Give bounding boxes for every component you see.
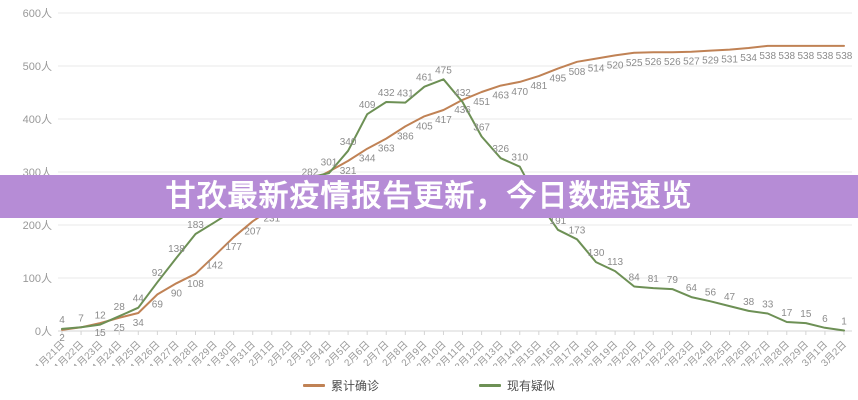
svg-text:200人: 200人 bbox=[23, 219, 52, 232]
svg-text:17: 17 bbox=[781, 308, 793, 319]
svg-text:520: 520 bbox=[607, 60, 624, 71]
svg-text:529: 529 bbox=[702, 56, 719, 67]
svg-text:15: 15 bbox=[95, 328, 107, 339]
svg-text:538: 538 bbox=[798, 51, 815, 62]
current-suspected-line bbox=[61, 78, 845, 332]
svg-text:531: 531 bbox=[721, 55, 738, 66]
svg-text:538: 538 bbox=[817, 51, 834, 62]
svg-text:508: 508 bbox=[569, 67, 586, 78]
svg-text:69: 69 bbox=[152, 299, 164, 310]
svg-text:56: 56 bbox=[705, 287, 717, 298]
svg-text:461: 461 bbox=[416, 73, 433, 84]
svg-text:81: 81 bbox=[648, 274, 660, 285]
svg-text:538: 538 bbox=[836, 51, 853, 62]
chart-legend: 累计确诊 现有疑似 bbox=[0, 377, 858, 394]
svg-text:33: 33 bbox=[762, 300, 774, 311]
svg-text:2: 2 bbox=[59, 333, 65, 344]
cumulative-confirmed-line bbox=[61, 44, 845, 331]
svg-text:432: 432 bbox=[454, 88, 471, 99]
svg-text:600人: 600人 bbox=[23, 7, 52, 20]
svg-text:231: 231 bbox=[263, 214, 280, 225]
svg-text:340: 340 bbox=[340, 137, 357, 148]
svg-text:92: 92 bbox=[152, 268, 164, 279]
svg-text:6: 6 bbox=[822, 314, 828, 325]
svg-text:363: 363 bbox=[378, 144, 395, 155]
svg-text:177: 177 bbox=[225, 242, 242, 253]
svg-text:79: 79 bbox=[667, 275, 679, 286]
svg-text:436: 436 bbox=[454, 105, 471, 116]
svg-text:538: 538 bbox=[759, 51, 776, 62]
svg-text:400人: 400人 bbox=[23, 113, 52, 126]
svg-text:405: 405 bbox=[416, 121, 433, 132]
svg-text:470: 470 bbox=[511, 87, 528, 98]
svg-text:100人: 100人 bbox=[23, 272, 52, 285]
headline-title: 甘孜最新疫情报告更新，今日数据速览 bbox=[165, 179, 693, 213]
svg-text:173: 173 bbox=[569, 225, 586, 236]
svg-text:495: 495 bbox=[550, 74, 567, 85]
svg-text:113: 113 bbox=[607, 257, 623, 268]
svg-text:301: 301 bbox=[321, 157, 338, 168]
svg-text:207: 207 bbox=[244, 226, 261, 237]
svg-text:1: 1 bbox=[841, 316, 847, 327]
svg-text:12: 12 bbox=[95, 311, 107, 322]
legend-swatch-cumulative bbox=[302, 384, 325, 387]
headline-banner: 甘孜最新疫情报告更新，今日数据速览 bbox=[0, 175, 858, 218]
svg-text:142: 142 bbox=[206, 261, 223, 272]
svg-text:191: 191 bbox=[550, 216, 567, 227]
svg-text:138: 138 bbox=[168, 244, 185, 255]
svg-text:7: 7 bbox=[78, 313, 84, 324]
svg-text:0人: 0人 bbox=[35, 325, 52, 338]
svg-text:500人: 500人 bbox=[23, 60, 52, 73]
legend-label-suspected: 现有疑似 bbox=[507, 379, 556, 393]
svg-text:417: 417 bbox=[435, 115, 452, 126]
series-lines bbox=[61, 44, 845, 332]
svg-text:15: 15 bbox=[800, 309, 812, 320]
svg-text:534: 534 bbox=[740, 53, 757, 64]
svg-text:310: 310 bbox=[511, 153, 528, 164]
svg-text:34: 34 bbox=[133, 318, 145, 329]
svg-text:526: 526 bbox=[664, 57, 681, 68]
svg-text:64: 64 bbox=[686, 283, 698, 294]
grid-lines bbox=[58, 12, 852, 332]
svg-text:90: 90 bbox=[171, 288, 183, 299]
svg-text:28: 28 bbox=[114, 302, 126, 313]
svg-text:538: 538 bbox=[778, 51, 795, 62]
svg-text:432: 432 bbox=[378, 88, 395, 99]
svg-text:344: 344 bbox=[359, 154, 376, 165]
svg-text:481: 481 bbox=[530, 81, 547, 92]
legend-swatch-suspected bbox=[479, 384, 501, 387]
svg-text:451: 451 bbox=[473, 97, 490, 108]
svg-text:38: 38 bbox=[743, 297, 755, 308]
svg-text:4: 4 bbox=[59, 315, 65, 326]
svg-text:431: 431 bbox=[397, 89, 414, 100]
svg-text:108: 108 bbox=[187, 279, 204, 290]
svg-text:326: 326 bbox=[492, 144, 509, 155]
svg-text:514: 514 bbox=[588, 64, 605, 75]
legend-label-cumulative: 累计确诊 bbox=[330, 379, 379, 393]
svg-text:321: 321 bbox=[340, 166, 357, 177]
legend-item-current-suspected[interactable]: 现有疑似 bbox=[479, 377, 555, 394]
svg-text:367: 367 bbox=[473, 122, 490, 133]
svg-text:130: 130 bbox=[588, 248, 605, 259]
svg-text:525: 525 bbox=[626, 58, 643, 69]
svg-text:25: 25 bbox=[114, 323, 126, 334]
svg-text:84: 84 bbox=[629, 272, 641, 283]
svg-text:526: 526 bbox=[645, 57, 662, 68]
svg-text:409: 409 bbox=[359, 100, 376, 111]
x-axis-labels: 1月21日1月22日1月23日1月24日1月25日1月26日1月27日1月28日… bbox=[33, 331, 849, 366]
svg-text:527: 527 bbox=[683, 57, 700, 68]
svg-text:47: 47 bbox=[724, 292, 736, 303]
svg-text:183: 183 bbox=[187, 220, 204, 231]
svg-text:475: 475 bbox=[435, 65, 452, 76]
svg-text:463: 463 bbox=[492, 91, 509, 102]
svg-text:44: 44 bbox=[133, 294, 145, 305]
svg-text:282: 282 bbox=[302, 168, 319, 179]
svg-text:386: 386 bbox=[397, 131, 414, 142]
legend-item-cumulative-confirmed[interactable]: 累计确诊 bbox=[302, 377, 379, 394]
